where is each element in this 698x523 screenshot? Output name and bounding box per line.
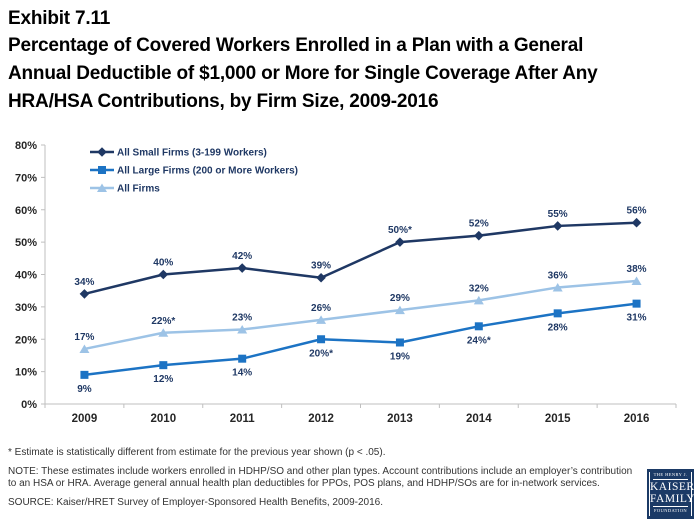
footnote-source: SOURCE: Kaiser/HRET Survey of Employer-S… bbox=[8, 497, 383, 508]
legend-square-marker bbox=[98, 166, 106, 174]
data-point-label: 14% bbox=[232, 368, 252, 379]
data-point-label: 19% bbox=[390, 351, 410, 362]
y-tick-label: 40% bbox=[15, 270, 37, 282]
diamond-marker bbox=[158, 269, 169, 280]
legend-triangle-marker bbox=[97, 183, 107, 192]
y-tick-label: 70% bbox=[15, 172, 37, 184]
legend-label: All Firms bbox=[117, 184, 160, 195]
data-point-label: 52% bbox=[469, 219, 489, 230]
series-line-3 bbox=[83, 279, 638, 351]
data-point-label: 28% bbox=[548, 322, 568, 333]
square-marker bbox=[80, 370, 89, 379]
data-point-label: 22%* bbox=[151, 316, 175, 327]
data-point-label: 39% bbox=[311, 261, 331, 272]
diamond-marker bbox=[395, 237, 405, 247]
triangle-marker bbox=[79, 344, 90, 353]
x-tick-label: 2013 bbox=[387, 413, 413, 425]
page-title-line-2: Annual Deductible of $1,000 or More for … bbox=[8, 63, 598, 84]
square-marker bbox=[395, 338, 404, 347]
x-tick-label: 2010 bbox=[151, 413, 177, 425]
data-point-label: 26% bbox=[311, 303, 331, 314]
data-point-label: 23% bbox=[232, 313, 252, 324]
diamond-marker bbox=[631, 217, 642, 228]
kaiser-family-foundation-logo: THE HENRY J. KAISER FAMILY FOUNDATION bbox=[647, 469, 696, 519]
data-point-label: 20%* bbox=[309, 348, 333, 359]
triangle-marker bbox=[552, 282, 563, 292]
data-point-label: 42% bbox=[232, 251, 252, 262]
y-tick-label: 10% bbox=[15, 367, 37, 379]
logo-frame: THE HENRY J. KAISER FAMILY FOUNDATION bbox=[649, 472, 696, 516]
data-point-label: 40% bbox=[153, 258, 173, 269]
series-line-1 bbox=[83, 221, 638, 296]
data-point-label: 55% bbox=[548, 209, 568, 220]
x-tick-label: 2011 bbox=[230, 413, 256, 425]
page-title-line-3: HRA/HSA Contributions, by Firm Size, 200… bbox=[8, 91, 439, 112]
data-point-label: 24%* bbox=[467, 335, 491, 346]
title-block: Exhibit 7.11 Percentage of Covered Worke… bbox=[8, 5, 680, 116]
square-marker bbox=[317, 335, 326, 344]
data-point-label: 56% bbox=[627, 206, 647, 217]
data-point-label: 32% bbox=[469, 283, 489, 294]
logo-family: FAMILY bbox=[650, 493, 696, 505]
square-marker bbox=[238, 354, 247, 363]
line-chart: 0% 10% 20% 30% 40% 50% 60% 70% 80% 2009 2010 2011 20… bbox=[15, 140, 677, 425]
footnote-asterisk: * Estimate is statistically different fr… bbox=[8, 447, 386, 458]
data-point-label: 34% bbox=[74, 277, 94, 288]
logo-divider-top bbox=[653, 479, 688, 480]
y-tick-label: 0% bbox=[21, 399, 37, 411]
y-tick-label: 20% bbox=[15, 334, 37, 346]
data-point-label: 12% bbox=[153, 374, 173, 385]
diamond-marker bbox=[79, 289, 90, 299]
triangle-marker bbox=[237, 325, 248, 334]
logo-divider-bottom bbox=[653, 506, 688, 507]
logo-line-top: THE HENRY J. bbox=[653, 472, 688, 477]
triangle-marker bbox=[631, 276, 642, 285]
triangle-marker bbox=[158, 328, 169, 337]
x-tick-label: 2012 bbox=[308, 413, 334, 425]
square-marker bbox=[159, 361, 168, 370]
footnote-note: NOTE: These estimates include workers en… bbox=[8, 466, 633, 489]
logo-kaiser: KAISER bbox=[650, 481, 695, 493]
series-line-2 bbox=[83, 302, 638, 377]
exhibit-number: Exhibit 7.11 bbox=[8, 8, 111, 29]
chart-area: 0% 10% 20% 30% 40% 50% 60% 70% 80% 2009 2010 2011 20… bbox=[0, 130, 698, 442]
square-marker bbox=[632, 299, 641, 308]
legend-label: All Large Firms (200 or More Workers) bbox=[117, 166, 298, 177]
x-tick-label: 2015 bbox=[545, 413, 571, 425]
data-point-label: 31% bbox=[627, 313, 647, 324]
legend-diamond-marker bbox=[97, 147, 107, 157]
data-point-label: 9% bbox=[77, 384, 92, 395]
square-marker bbox=[553, 309, 562, 318]
footnotes: * Estimate is statistically different fr… bbox=[8, 447, 640, 516]
diamond-marker bbox=[474, 230, 484, 241]
logo-line-bottom: FOUNDATION bbox=[654, 508, 687, 513]
triangle-marker bbox=[394, 305, 405, 315]
page-title-line-1: Percentage of Covered Workers Enrolled i… bbox=[8, 35, 584, 56]
y-tick-label: 60% bbox=[15, 205, 37, 217]
triangle-marker bbox=[316, 315, 327, 324]
y-tick-label: 50% bbox=[15, 237, 37, 249]
diamond-marker bbox=[237, 263, 247, 273]
data-point-label: 38% bbox=[627, 264, 647, 275]
x-tick-label: 2016 bbox=[624, 413, 650, 425]
data-point-label: 36% bbox=[548, 270, 568, 281]
diamond-marker bbox=[316, 272, 326, 283]
diamond-marker bbox=[552, 221, 563, 231]
y-tick-label: 80% bbox=[15, 140, 37, 152]
triangle-marker bbox=[473, 295, 484, 305]
data-point-label: 50%* bbox=[388, 225, 412, 236]
y-tick-label: 30% bbox=[15, 302, 37, 314]
x-tick-label: 2009 bbox=[72, 413, 98, 425]
x-tick-label: 2014 bbox=[466, 413, 492, 425]
data-point-label: 29% bbox=[390, 293, 410, 304]
legend-label: All Small Firms (3-199 Workers) bbox=[117, 148, 267, 159]
data-point-label: 17% bbox=[74, 332, 94, 343]
square-marker bbox=[474, 322, 483, 331]
